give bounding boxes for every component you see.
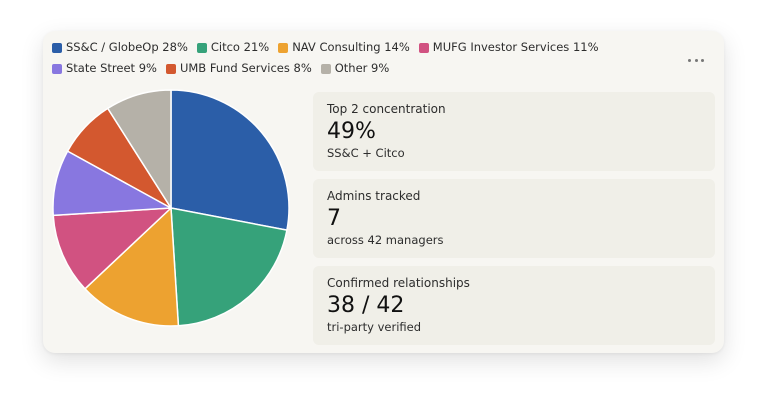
dot xyxy=(688,58,691,62)
stat-sub: SS&C + Citco xyxy=(327,146,405,160)
legend: SS&C / GlobeOp 28% Citco 21% NAV Consult… xyxy=(52,40,682,76)
dot xyxy=(701,58,704,62)
legend-swatch xyxy=(165,63,176,74)
pie-slice-1[interactable] xyxy=(170,207,288,327)
legend-item-umb[interactable]: UMB Fund Services 8% xyxy=(165,61,312,76)
stat-label: Confirmed relationships xyxy=(327,276,470,290)
legend-item-citco[interactable]: Citco 21% xyxy=(196,40,270,55)
legend-label: NAV Consulting 14% xyxy=(292,40,410,54)
stat-card-relationships: Confirmed relationships 38 / 42 tri-part… xyxy=(313,266,715,345)
legend-item-nav[interactable]: NAV Consulting 14% xyxy=(278,40,410,55)
legend-item-mufg[interactable]: MUFG Investor Services 11% xyxy=(418,40,599,55)
legend-item-ssc[interactable]: SS&C / GlobeOp 28% xyxy=(52,40,188,55)
legend-label: SS&C / GlobeOp 28% xyxy=(66,40,188,54)
dot xyxy=(694,58,698,62)
legend-swatch xyxy=(278,42,289,53)
legend-label: Citco 21% xyxy=(210,40,270,54)
stat-card-admins: Admins tracked 7 across 42 managers xyxy=(313,179,715,258)
pie-slice-0[interactable] xyxy=(170,89,290,231)
legend-label: State Street 9% xyxy=(66,61,157,75)
legend-swatch xyxy=(320,63,331,74)
stat-value: 38 / 42 xyxy=(327,293,405,318)
stat-value: 49% xyxy=(327,119,376,144)
stat-sub: across 42 managers xyxy=(327,233,444,247)
legend-swatch xyxy=(52,42,62,53)
legend-label: MUFG Investor Services 11% xyxy=(432,40,599,54)
stat-sub: tri-party verified xyxy=(327,320,422,334)
legend-swatch xyxy=(52,63,62,74)
pie-slice-3[interactable] xyxy=(52,207,172,290)
more-horizontal-icon[interactable] xyxy=(688,55,704,65)
legend-item-state-street[interactable]: State Street 9% xyxy=(52,61,157,76)
legend-label: UMB Fund Services 8% xyxy=(179,61,312,75)
legend-item-other[interactable]: Other 9% xyxy=(320,61,390,76)
stat-value: 7 xyxy=(327,206,341,231)
stat-label: Admins tracked xyxy=(327,189,421,203)
pie-slice-6[interactable] xyxy=(107,89,172,209)
legend-swatch xyxy=(418,42,429,53)
pie-chart xyxy=(52,89,290,327)
stat-label: Top 2 concentration xyxy=(327,102,446,116)
pie-slice-2[interactable] xyxy=(84,207,180,327)
chart-card: SS&C / GlobeOp 28% Citco 21% NAV Consult… xyxy=(43,31,724,353)
legend-swatch xyxy=(196,42,207,53)
stat-card-top2: Top 2 concentration 49% SS&C + Citco xyxy=(313,92,715,171)
legend-label: Other 9% xyxy=(334,61,390,75)
